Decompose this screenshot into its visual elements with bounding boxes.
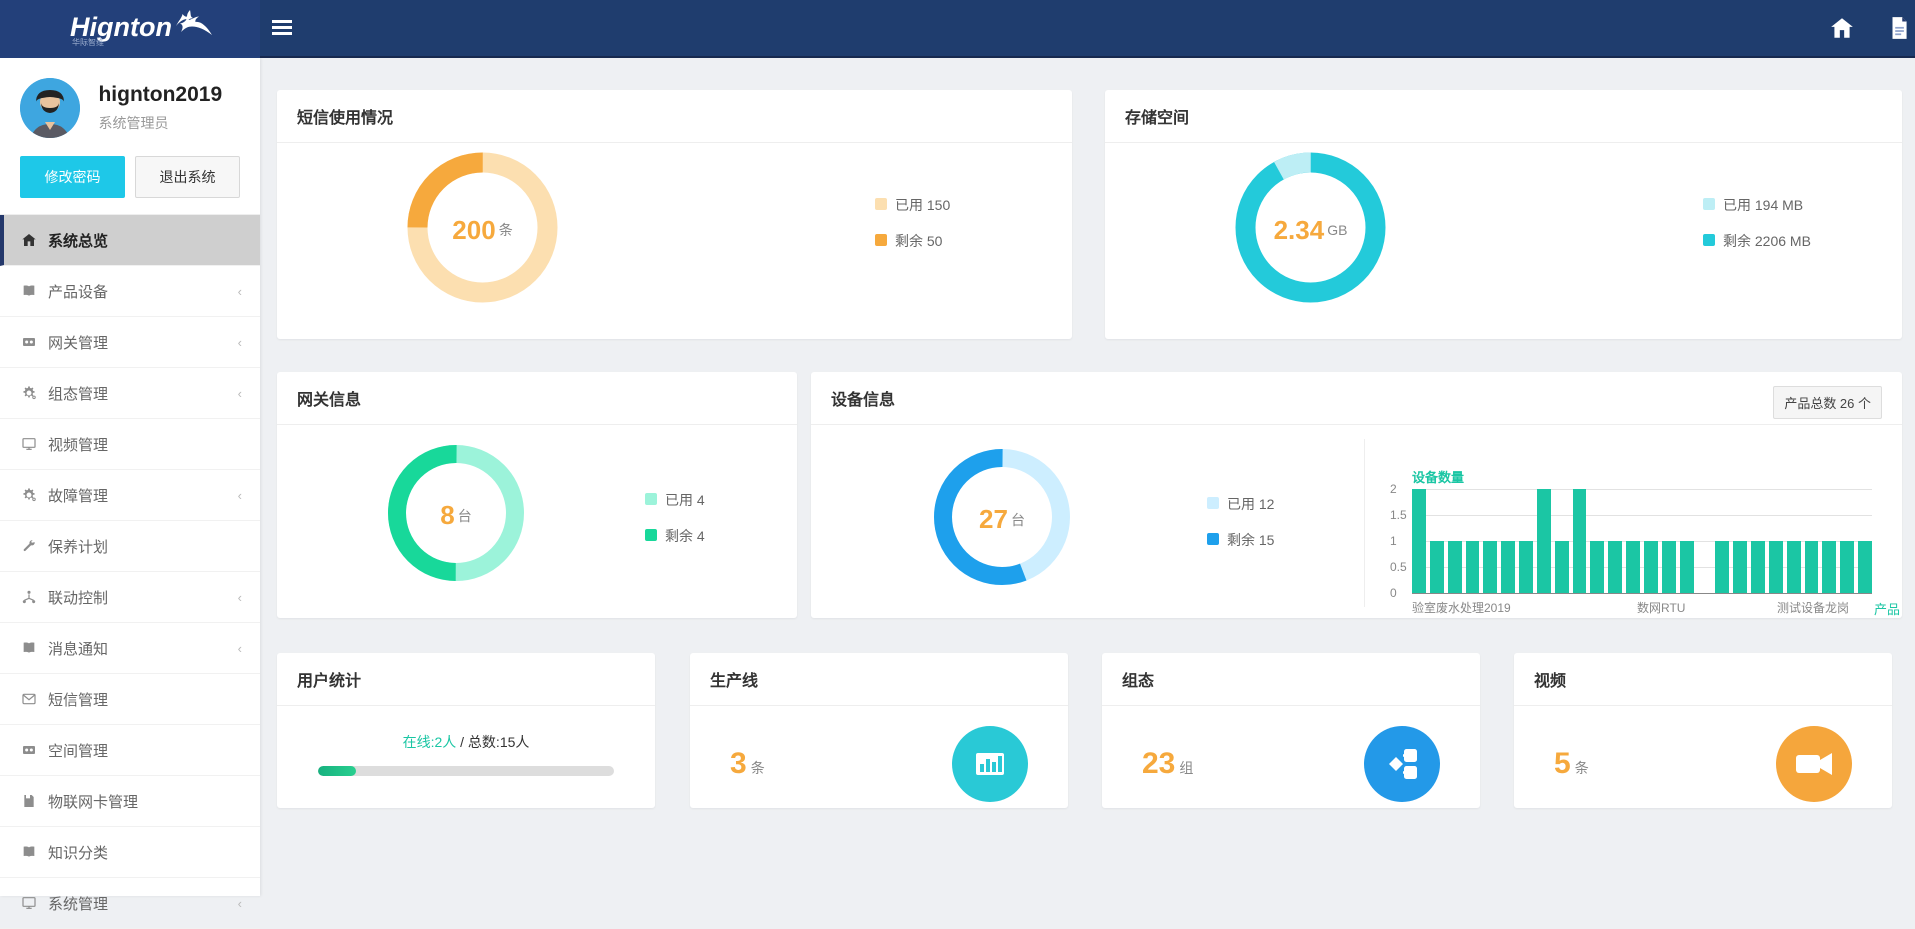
svg-text:华际智维: 华际智维 <box>72 37 104 47</box>
